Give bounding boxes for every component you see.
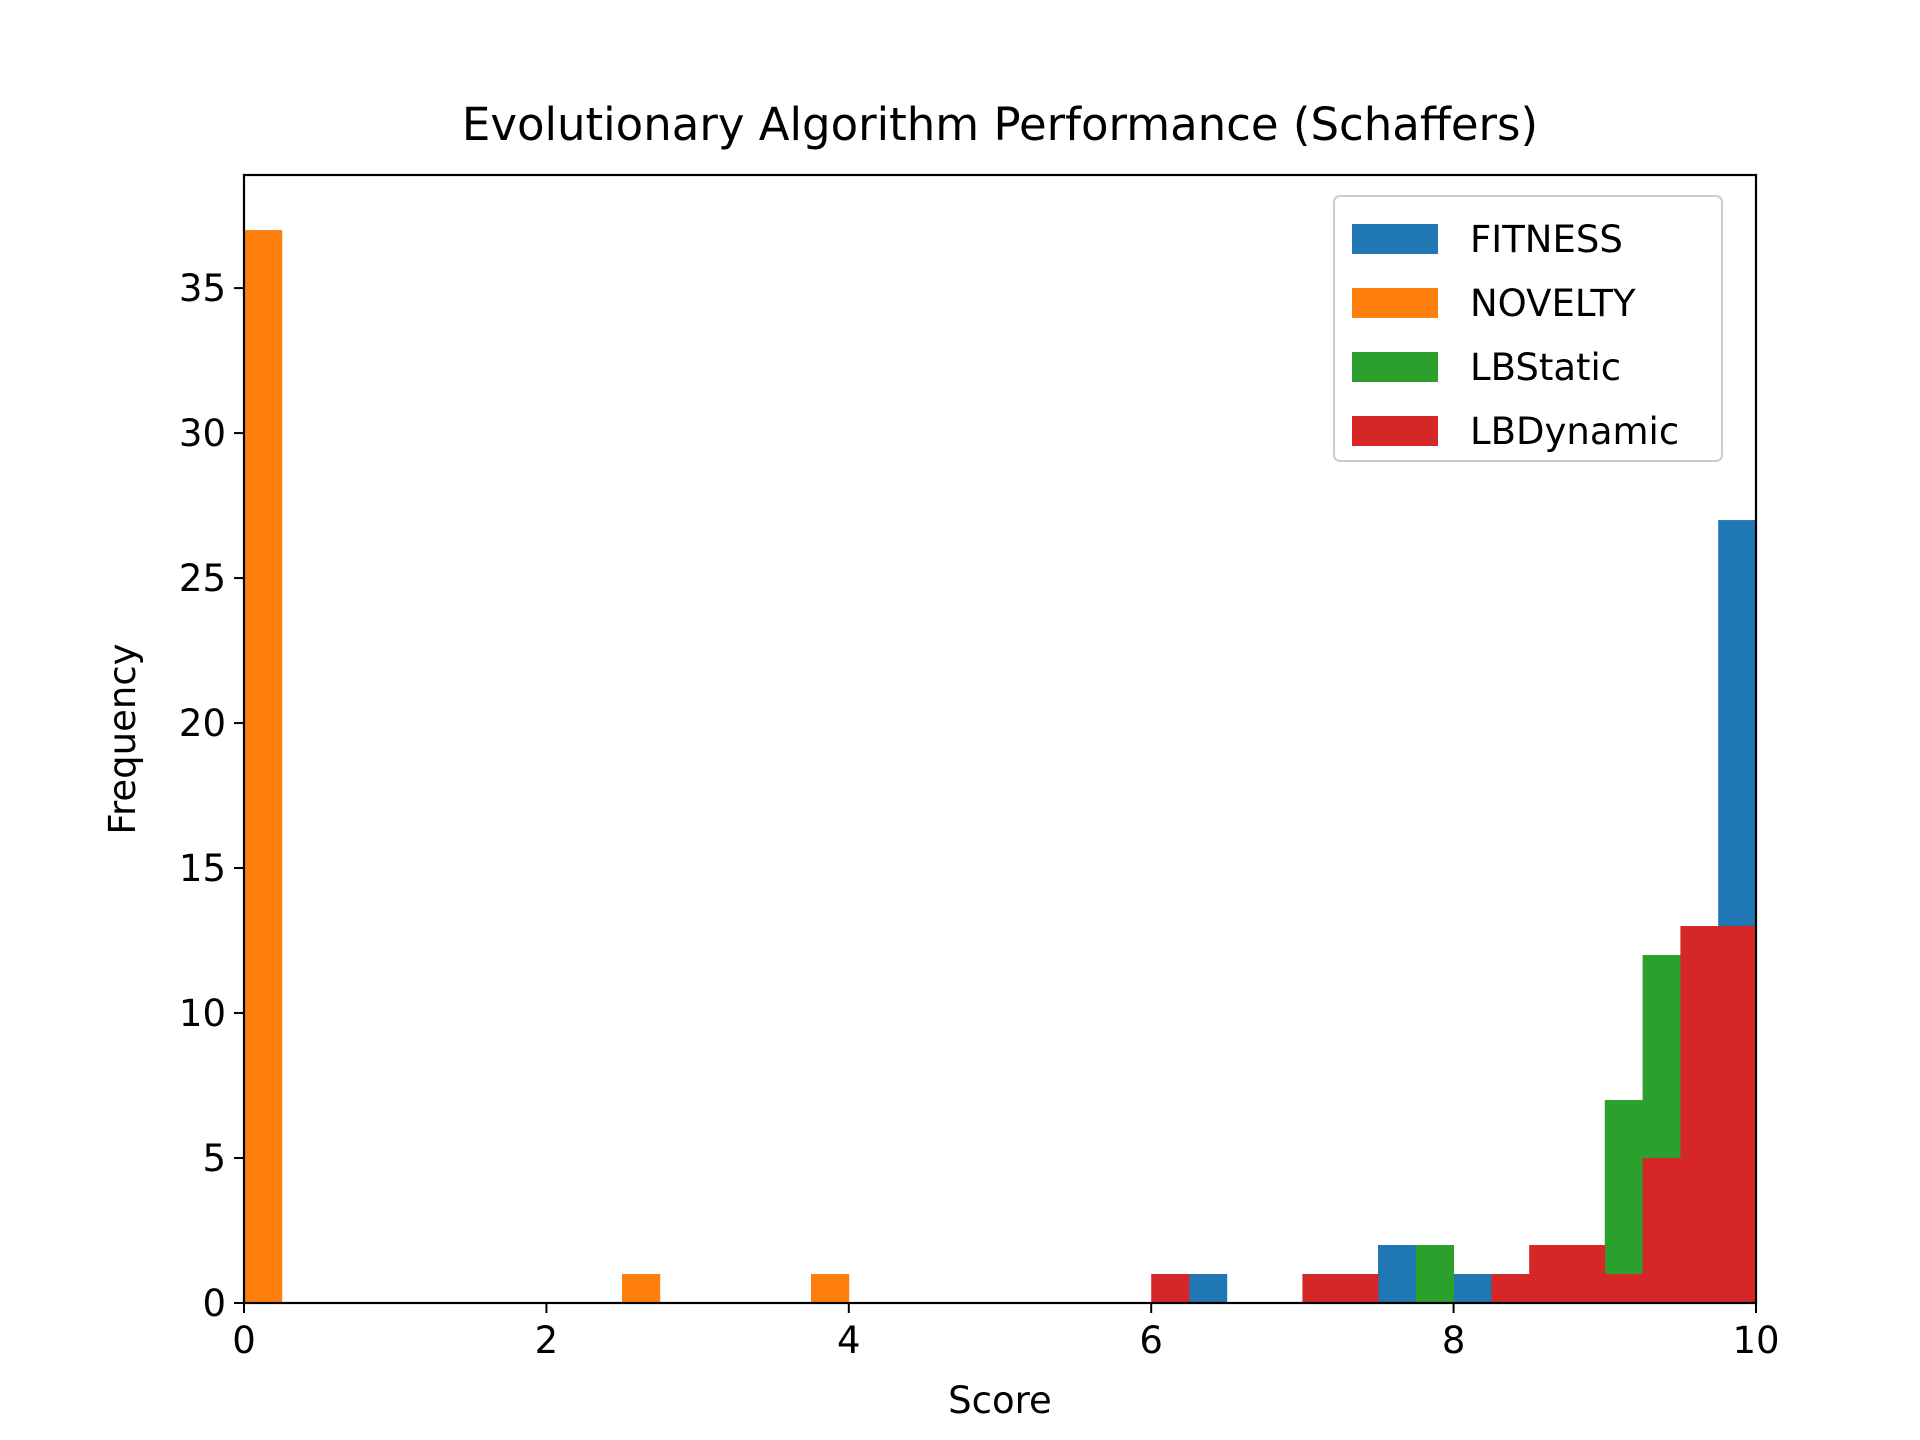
bar-fitness-bin-25 [1189,1274,1228,1303]
bar-lbdynamic-bin-37 [1642,1158,1681,1303]
y-tick-label: 10 [179,992,226,1035]
y-tick-label: 35 [179,267,226,310]
legend-label-lbstatic: LBStatic [1470,346,1621,389]
bar-lbdynamic-bin-36 [1604,1274,1643,1303]
legend-label-fitness: FITNESS [1470,218,1623,261]
bar-fitness-bin-30 [1378,1245,1417,1303]
legend-swatch-lbdynamic [1352,416,1438,446]
bar-novelty-bin-0 [244,230,283,1304]
chart-title: Evolutionary Algorithm Performance (Scha… [462,98,1538,151]
legend-swatch-novelty [1352,288,1438,318]
legend-box [1333,195,1723,462]
y-tick-label: 15 [179,847,226,890]
x-axis-label: Score [948,1379,1052,1422]
bar-lbdynamic-bin-38 [1680,926,1719,1303]
y-tick-label: 25 [179,557,226,600]
x-tick-label: 4 [837,1319,861,1362]
legend-swatch-fitness [1352,224,1438,254]
y-tick-label: 5 [202,1137,226,1180]
bar-lbstatic-bin-31 [1415,1245,1454,1303]
x-tick-label: 2 [535,1319,559,1362]
ticks-layer: 0 2 4 6 8 10 0 5 10 15 20 25 30 35 [179,267,1780,1362]
x-tick-label: 0 [232,1319,256,1362]
bar-lbdynamic-bin-29 [1340,1274,1379,1303]
x-tick-label: 10 [1732,1319,1779,1362]
bar-lbstatic-bin-36 [1604,1100,1643,1303]
x-tick-label: 8 [1442,1319,1466,1362]
bar-lbdynamic-bin-28 [1302,1274,1341,1303]
bars-layer [244,230,1757,1304]
y-tick-label: 20 [179,702,226,745]
legend-swatch-lbstatic [1352,352,1438,382]
bar-lbdynamic-bin-35 [1567,1245,1606,1303]
y-tick-label: 30 [179,412,226,455]
y-tick-label: 0 [202,1282,226,1325]
legend: FITNESS NOVELTY LBStatic LBDynamic [1333,195,1723,462]
y-axis-label: Frequency [101,643,144,834]
bar-novelty-bin-15 [811,1274,850,1303]
bar-lbdynamic-bin-34 [1529,1245,1568,1303]
bar-lbdynamic-bin-33 [1491,1274,1530,1303]
plot-frame [242,173,1758,1305]
legend-label-lbdynamic: LBDynamic [1470,410,1679,453]
legend-label-novelty: NOVELTY [1470,282,1636,325]
bar-novelty-bin-10 [622,1274,661,1303]
bar-lbdynamic-bin-24 [1151,1274,1190,1303]
bar-fitness-bin-32 [1453,1274,1492,1303]
x-tick-label: 6 [1139,1319,1163,1362]
bar-lbdynamic-bin-39 [1718,926,1757,1303]
